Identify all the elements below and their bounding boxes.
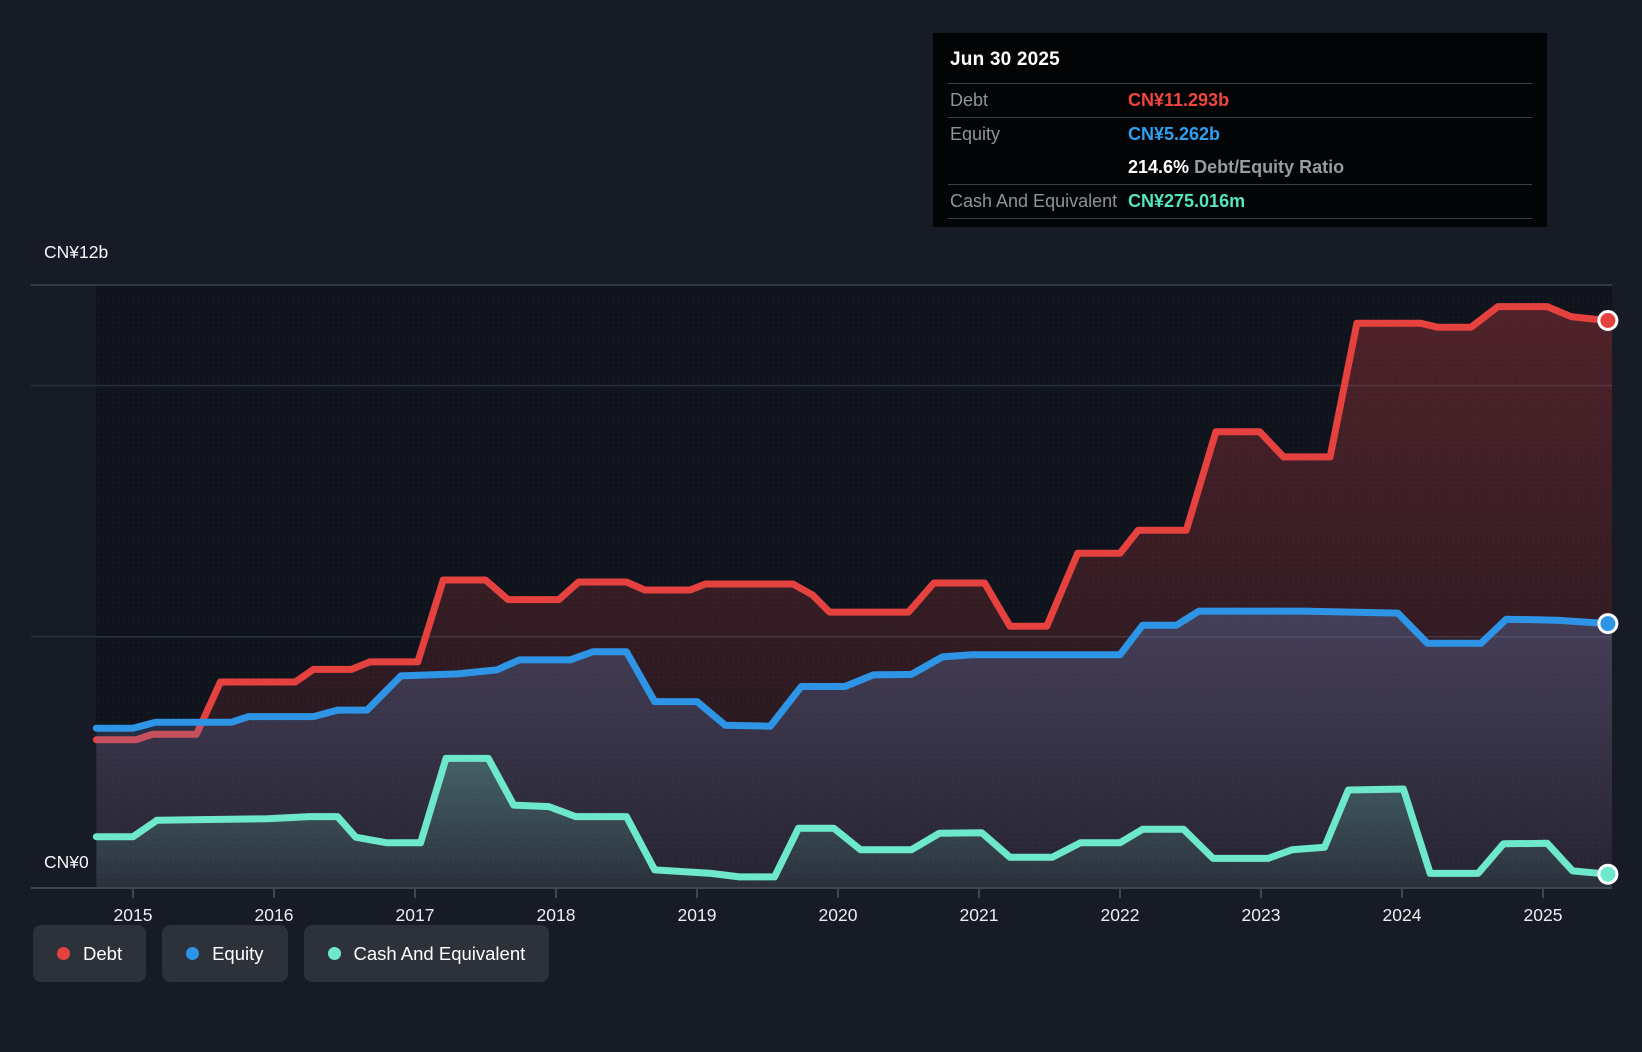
x-axis-label-2021: 2021 — [960, 905, 999, 925]
x-axis-label-2025: 2025 — [1524, 905, 1563, 925]
equity-end-marker[interactable] — [1599, 615, 1617, 633]
tooltip-cash-value: CN¥275.016m — [1128, 191, 1245, 212]
legend-label-cash: Cash And Equivalent — [354, 943, 526, 965]
tooltip-cash-label: Cash And Equivalent — [950, 191, 1128, 212]
tooltip-row-debt: Debt CN¥11.293b — [933, 84, 1547, 117]
x-axis-label-2015: 2015 — [114, 905, 153, 925]
debt-end-marker[interactable] — [1599, 312, 1617, 330]
tooltip-ratio-value: 214.6% Debt/Equity Ratio — [1128, 157, 1344, 178]
tooltip-equity-value: CN¥5.262b — [1128, 124, 1220, 145]
legend-label-equity: Equity — [212, 943, 263, 965]
divider — [948, 218, 1532, 219]
legend-item-cash[interactable]: Cash And Equivalent — [304, 925, 550, 982]
equity-swatch-icon — [186, 947, 199, 960]
tooltip-row-equity: Equity CN¥5.262b — [933, 118, 1547, 151]
tooltip-debt-value: CN¥11.293b — [1128, 90, 1229, 111]
tooltip-card: Jun 30 2025 Debt CN¥11.293b Equity CN¥5.… — [933, 33, 1547, 227]
y-axis-label-12b: CN¥12b — [44, 242, 108, 262]
tooltip-debt-label: Debt — [950, 90, 1128, 111]
x-axis-label-2024: 2024 — [1383, 905, 1422, 925]
y-axis-label-0b: CN¥0 — [44, 852, 89, 872]
x-axis-label-2016: 2016 — [255, 905, 294, 925]
x-axis-label-2020: 2020 — [819, 905, 858, 925]
ratio-number: 214.6% — [1128, 157, 1189, 177]
tooltip-equity-label: Equity — [950, 124, 1128, 145]
x-axis-label-2018: 2018 — [537, 905, 576, 925]
debt-equity-history-chart: 2015 2016 2017 2018 2019 2020 2021 2022 2023 2024… — [0, 0, 1642, 1052]
x-axis-label-2023: 2023 — [1242, 905, 1281, 925]
legend-item-debt[interactable]: Debt — [33, 925, 146, 982]
ratio-suffix: Debt/Equity Ratio — [1189, 157, 1344, 177]
legend-label-debt: Debt — [83, 943, 122, 965]
legend-item-equity[interactable]: Equity — [162, 925, 287, 982]
cash-swatch-icon — [328, 947, 341, 960]
tooltip-row-cash: Cash And Equivalent CN¥275.016m — [933, 185, 1547, 218]
tooltip-date: Jun 30 2025 — [933, 43, 1547, 83]
legend: Debt Equity Cash And Equivalent — [33, 925, 549, 982]
cash-and-equivalent-end-marker[interactable] — [1599, 865, 1617, 883]
x-axis-label-2022: 2022 — [1101, 905, 1140, 925]
x-axis-label-2019: 2019 — [678, 905, 717, 925]
debt-swatch-icon — [57, 947, 70, 960]
x-axis-label-2017: 2017 — [396, 905, 435, 925]
tooltip-row-ratio: 214.6% Debt/Equity Ratio — [933, 151, 1547, 184]
